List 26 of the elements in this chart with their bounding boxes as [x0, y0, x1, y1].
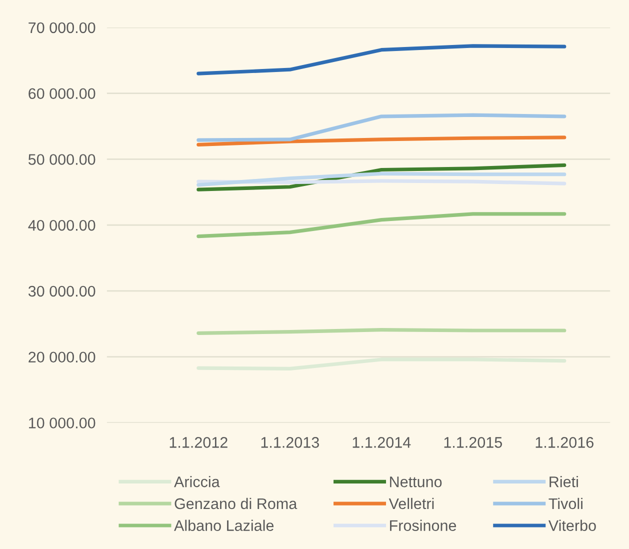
line-series	[196, 136, 566, 147]
legend-label: Albano Laziale	[174, 520, 274, 531]
y-tick-label: 60 000.00	[28, 88, 96, 100]
line-series	[196, 44, 566, 76]
y-tick-label: 40 000.00	[28, 220, 96, 231]
y-tick-label: 10 000.00	[29, 418, 96, 428]
line-series	[196, 212, 566, 238]
line-series	[196, 172, 566, 187]
legend-label: Nettuno	[390, 476, 442, 488]
legend-label: Tivoli	[548, 498, 582, 510]
x-tick-label: 1.1.2013	[261, 437, 319, 448]
x-tick-label: 1.1.2014	[352, 437, 411, 448]
legend-label: Frosinone	[390, 520, 456, 531]
x-tick-label: 1.1.2016	[536, 437, 594, 448]
y-tick-label: 20 000.00	[28, 352, 96, 363]
y-tick-label: 50 000.00	[28, 154, 96, 165]
y-tick-label: 30 000.00	[28, 286, 96, 297]
legend-label: Velletri	[388, 498, 434, 510]
x-tick-label: 1.1.2012	[170, 437, 228, 448]
y-tick-label: 70 000.00	[28, 22, 96, 34]
legend-label: Viterbo	[548, 520, 596, 531]
legend-label: Ariccia	[174, 476, 220, 488]
legend-label: Genzano di Roma	[174, 498, 298, 510]
legend-label: Rieti	[550, 476, 578, 488]
line-series	[196, 113, 566, 142]
x-tick-label: 1.1.2015	[444, 437, 502, 448]
